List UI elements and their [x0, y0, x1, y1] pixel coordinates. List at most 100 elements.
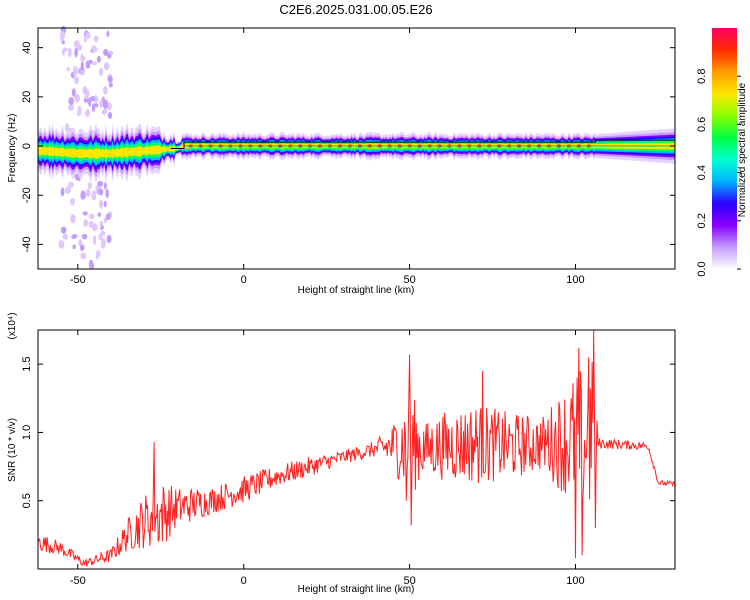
spectrogram-scatter-mark — [99, 99, 104, 109]
spectrogram-scatter-mark — [103, 182, 107, 190]
spectrogram-scatter-mark — [72, 244, 76, 250]
spectrogram-scatter-mark — [102, 99, 109, 110]
spectrogram-panel: -50 0 50 100 -40 -20 0 20 40 Height of straight… — [7, 25, 676, 296]
spectrogram-scatter-mark — [68, 104, 74, 111]
spectrogram-scatter-mark — [93, 35, 99, 43]
spectrogram-scatter-mark — [62, 233, 68, 240]
spectrogram-scatter-mark — [105, 188, 109, 199]
spectrogram-scatter-mark — [103, 48, 109, 57]
spectrogram-scatter-mark — [103, 85, 108, 95]
snr-y-ticks: 0.5 1.0 1.5 — [21, 356, 675, 508]
spectrogram-frame — [37, 27, 676, 270]
spectrogram-scatter-mark — [98, 199, 103, 209]
spectrogram-scatter-mark — [82, 86, 88, 95]
spectrogram-scatter-mark — [98, 67, 104, 77]
spectrogram-scatter-mark — [70, 197, 75, 206]
snr-y-label: SNR (10 * v/v) — [7, 418, 18, 482]
colorbar-tick-label: 0.0 — [696, 261, 708, 276]
spectrogram-scatter-mark — [85, 31, 91, 39]
spectrogram-scatter-mark — [78, 239, 83, 247]
spectrogram-x-ticks: -50 0 50 100 — [70, 28, 585, 286]
spectrogram-scatter-mark — [80, 53, 84, 62]
spectrogram-scatter-mark — [77, 105, 82, 115]
snr-y-tick-label: 1.0 — [21, 425, 33, 440]
colorbar-tick-label: 0.6 — [696, 117, 708, 132]
spectrogram-scatter-mark — [80, 61, 84, 72]
spectrogram-scatter-mark — [68, 96, 74, 105]
snr-x-label: Height of straight line (km) — [298, 584, 415, 595]
spectrogram-x-tick-label: -50 — [70, 274, 86, 286]
snr-frame — [37, 329, 676, 570]
spectrogram-scatter-mark — [107, 53, 112, 59]
colorbar-label: Normalized spectral amplitude — [737, 82, 748, 217]
spectrogram-scatter-mark — [67, 47, 72, 58]
spectrogram-scatter-mark — [84, 93, 88, 100]
snr-x-tick-label: 100 — [566, 575, 584, 587]
spectrogram-scatter-mark — [88, 213, 95, 220]
spectrogram-scatter-mark — [103, 217, 108, 224]
spectrogram-scatter-mark — [80, 252, 87, 260]
snr-x-ticks: -50 0 50 100 — [70, 330, 585, 587]
spectrogram-x-tick-label: 0 — [241, 274, 247, 286]
snr-series-line — [37, 329, 676, 567]
snr-panel: -50 0 50 100 0.5 1.0 1.5 Height of straight l… — [7, 312, 676, 595]
spectrogram-scatter-mark — [97, 212, 102, 217]
spectrogram-scatter-mark — [60, 187, 65, 197]
spectrogram-scatter-mark — [72, 234, 78, 239]
spectrogram-x-tick-label: 100 — [566, 274, 584, 286]
spectrogram-scatter-mark — [74, 47, 78, 58]
spectrogram-scatter-mark — [72, 65, 79, 76]
spectrogram-y-tick-label: 0 — [21, 143, 33, 149]
spectrogram-scatter-mark — [88, 220, 94, 228]
spectrogram-y-label: Frequency (Hz) — [7, 114, 18, 183]
spectrogram-scatter-mark — [106, 234, 112, 244]
chart-title: C2E6.2025.031.00.05.E26 — [279, 2, 432, 17]
snr-x-tick-label: -50 — [70, 575, 86, 587]
spectrogram-scatter-mark — [65, 186, 71, 194]
spectrogram-y-tick-label: -20 — [21, 187, 33, 203]
spectrogram-scatter-mark — [83, 219, 89, 228]
spectrogram-scatter-mark — [86, 188, 91, 198]
spectrogram-scatter-mark — [103, 200, 107, 208]
spectrogram-scatter-mark — [60, 226, 67, 234]
spectrogram-scatter-mark — [98, 188, 103, 195]
spectrogram-x-tick-label: 50 — [403, 274, 415, 286]
spectrogram-scatter-mark — [94, 94, 98, 104]
colorbar-ticks: 0.0 0.2 0.4 0.6 0.8 — [696, 69, 741, 277]
spectrogram-scatter-mark — [103, 108, 108, 114]
spectrogram-band-edge — [170, 139, 675, 149]
spectrogram-scatter-mark — [107, 112, 113, 120]
colorbar-tick-label: 0.2 — [696, 213, 708, 228]
spectrogram-scatter-mark — [107, 102, 112, 111]
spectrogram-scatter-mark — [74, 93, 81, 103]
snr-y-tick-label: 0.5 — [21, 493, 33, 508]
spectrogram-scatter-mark — [80, 190, 86, 200]
spectrogram-scatter-mark — [68, 181, 74, 188]
snr-x-tick-label: 0 — [241, 575, 247, 587]
spectrogram-scatter-mark — [70, 214, 76, 224]
spectrogram-scatter-mark — [96, 249, 101, 258]
spectrogram-scatter-mark — [90, 96, 96, 102]
snr-marks — [37, 329, 676, 567]
colorbar: 0.0 0.2 0.4 0.6 0.8 Normalized spectral ampl… — [696, 28, 748, 277]
spectrogram-scatter-mark — [97, 180, 104, 187]
spectrogram-scatter-mark — [61, 48, 66, 56]
snr-y-scale-note: (x10⁴) — [7, 312, 18, 339]
spectrogram-scatter-mark — [74, 76, 79, 85]
spectrogram-scatter-mark — [81, 233, 88, 240]
colorbar-tick-label: 0.4 — [696, 165, 708, 180]
spectrogram-scatter-mark — [94, 103, 99, 108]
colorbar-tick-label: 0.8 — [696, 69, 708, 84]
spectrogram-scatter-mark — [91, 61, 97, 66]
spectrogram-scatter-mark — [95, 185, 99, 194]
snr-x-tick-label: 50 — [403, 575, 415, 587]
spectrogram-scatter-mark — [66, 67, 71, 72]
spectrogram-scatter-mark — [98, 233, 103, 241]
spectrogram-scatter-mark — [74, 173, 79, 181]
spectrogram-scatter-mark — [58, 239, 65, 249]
spectrogram-scatter-mark — [79, 244, 85, 251]
spectrogram-band-layer — [38, 142, 675, 159]
spectrogram-scatter-mark — [88, 59, 93, 64]
spectrogram-scatter-mark — [105, 213, 111, 221]
